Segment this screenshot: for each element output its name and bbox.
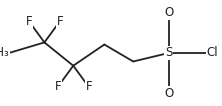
Text: O: O xyxy=(164,87,173,100)
Text: F: F xyxy=(54,80,61,93)
Text: O: O xyxy=(164,6,173,19)
Text: F: F xyxy=(85,80,92,93)
Text: F: F xyxy=(57,15,63,28)
Text: CH₃: CH₃ xyxy=(0,47,9,59)
Text: S: S xyxy=(165,47,172,59)
Text: F: F xyxy=(26,15,32,28)
Text: Cl: Cl xyxy=(206,47,218,59)
